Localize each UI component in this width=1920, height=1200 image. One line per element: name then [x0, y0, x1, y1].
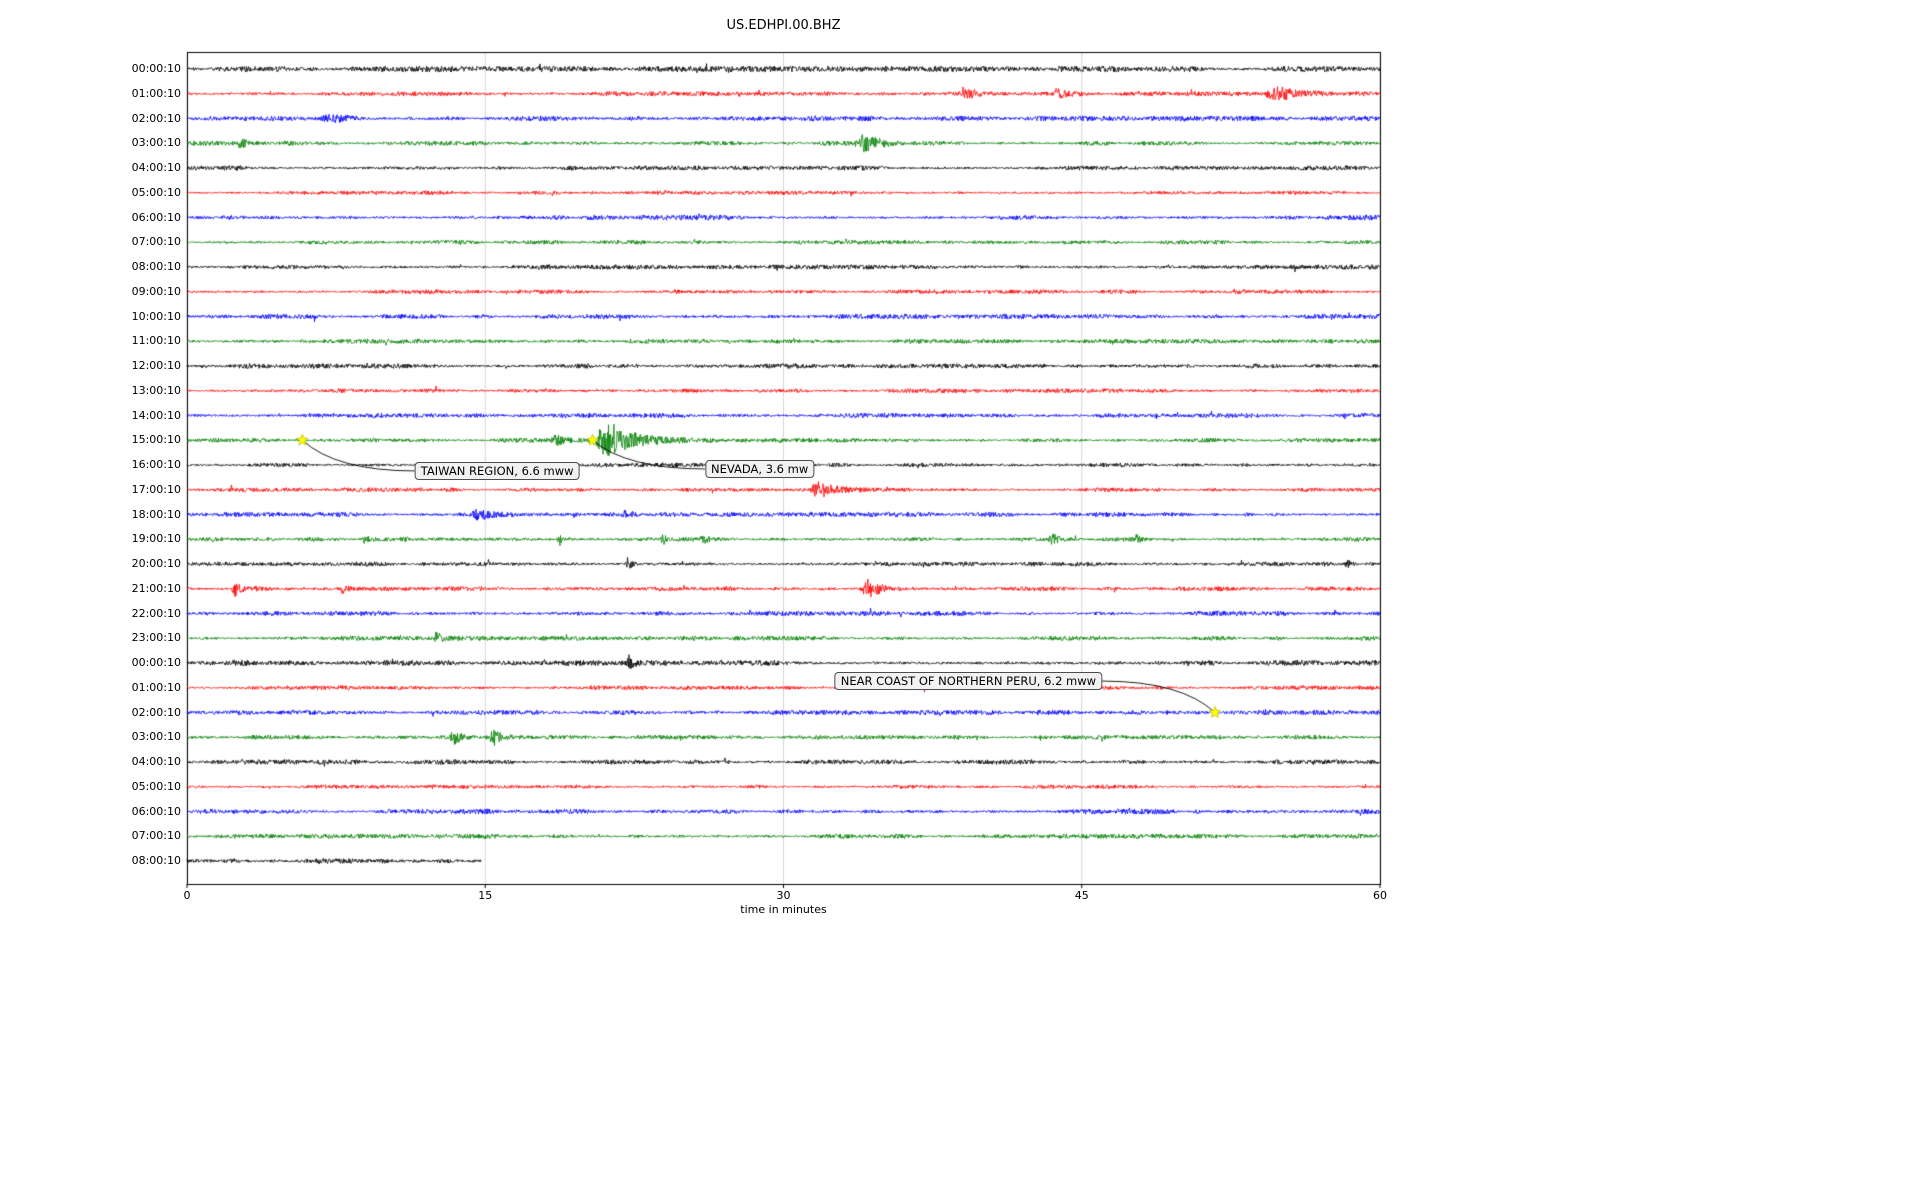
- row-label: 18:00:10: [131, 507, 181, 521]
- row-label: 10:00:10: [131, 309, 181, 323]
- x-axis-label: time in minutes: [740, 903, 827, 916]
- row-label: 19:00:10: [131, 532, 181, 546]
- row-label: 04:00:10: [131, 755, 181, 768]
- row-label: 15:00:10: [131, 433, 181, 447]
- x-tick-label: 0: [183, 889, 191, 902]
- row-label: 02:00:10: [131, 111, 181, 125]
- event-annotation: NEVADA, 3.6 mw: [704, 459, 815, 478]
- row-label: 01:00:10: [131, 86, 181, 100]
- row-label: 03:00:10: [131, 730, 181, 744]
- row-label: 09:00:10: [131, 284, 181, 298]
- x-tick-label: 45: [1074, 889, 1089, 902]
- row-label: 06:00:10: [131, 804, 181, 818]
- x-tick-label: 30: [776, 889, 791, 902]
- event-annotation: NEAR COAST OF NORTHERN PERU, 6.2 mww: [834, 672, 1103, 691]
- row-label: 01:00:10: [131, 680, 181, 694]
- x-tick-label: 15: [478, 889, 493, 902]
- row-label: 06:00:10: [131, 210, 181, 224]
- x-tick-label: 60: [1373, 889, 1387, 902]
- row-label: 05:00:10: [131, 779, 181, 793]
- row-label: 12:00:10: [131, 359, 181, 372]
- row-label: 11:00:10: [131, 334, 181, 348]
- row-label: 21:00:10: [131, 581, 181, 595]
- row-label: 08:00:10: [131, 260, 181, 273]
- row-label: 03:00:10: [131, 136, 181, 150]
- row-label: 20:00:10: [131, 557, 181, 570]
- row-label: 17:00:10: [131, 482, 181, 496]
- row-label: 00:00:10: [131, 62, 181, 75]
- row-label: 22:00:10: [131, 606, 181, 620]
- row-label: 00:00:10: [131, 656, 181, 669]
- event-annotation: TAIWAN REGION, 6.6 mww: [414, 461, 580, 480]
- row-label: 14:00:10: [131, 408, 181, 422]
- row-label: 16:00:10: [131, 458, 181, 471]
- row-label: 07:00:10: [131, 829, 181, 843]
- row-label: 05:00:10: [131, 185, 181, 199]
- row-label: 07:00:10: [131, 235, 181, 249]
- row-label: 08:00:10: [131, 854, 181, 867]
- row-label: 04:00:10: [131, 161, 181, 174]
- row-label: 13:00:10: [131, 383, 181, 397]
- row-label: 02:00:10: [131, 705, 181, 719]
- row-label: 23:00:10: [131, 631, 181, 645]
